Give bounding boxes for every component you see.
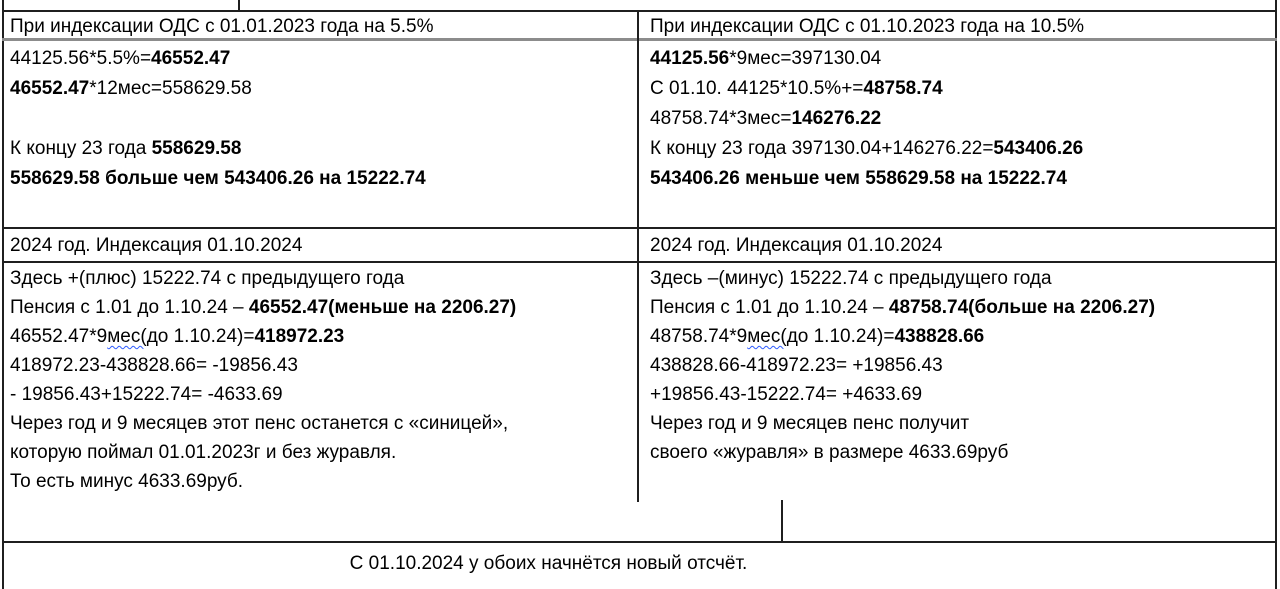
text-segment: до 1.10.24)=: [786, 326, 895, 347]
text-line: +19856.43-15222.74= +4633.69: [650, 380, 1272, 409]
text-line: 46552.47*12мес=558629.58: [10, 74, 632, 104]
text-segment: Пенсия с 1.01 до 1.10.24 –: [650, 297, 889, 318]
bold-text-segment: 543406.26: [993, 138, 1084, 159]
year-2024-cell-right: 2024 год. Индексация 01.10.2024: [650, 235, 943, 256]
text-line: - 19856.43+15222.74= -4633.69: [10, 380, 632, 409]
text-segment: К концу 23 года: [10, 138, 152, 159]
text-segment: +19856.43-15222.74= +4633.69: [650, 384, 923, 405]
bold-text-segment: 46552.47: [10, 78, 90, 99]
text-segment: 438828.66-418972.23= +19856.43: [650, 355, 943, 376]
table-border-row1-bottom: [2, 227, 1277, 229]
table-border-top: [2, 10, 1277, 12]
bold-text-segment: 558629.58: [151, 138, 242, 159]
text-segment: Пенсия с 1.01 до 1.10.24 –: [10, 297, 249, 318]
text-segment: *9мес=397130.04: [729, 48, 882, 69]
year-2024-cell-left: 2024 год. Индексация 01.10.2024: [10, 235, 303, 256]
bold-text-segment: 44125.56: [650, 48, 730, 69]
spellcheck-underlined-segment: мес(: [107, 326, 147, 347]
header-cell-left: При индексации ОДС с 01.01.2023 года на …: [10, 16, 434, 37]
bold-text-segment: 48758.74(больше на 2206.27): [888, 297, 1156, 318]
text-segment: Здесь –(минус) 15222.74 с предыдущего го…: [650, 268, 1052, 289]
text-line: 558629.58 больше чем 543406.26 на 15222.…: [10, 164, 632, 194]
bold-text-segment: 146276.22: [791, 108, 882, 129]
text-line: К концу 23 года 558629.58: [10, 134, 632, 164]
bold-text-segment: 46552.47: [151, 48, 231, 69]
calc-2023-cell-right: 44125.56*9мес=397130.04 С 01.10. 44125*10…: [650, 44, 1272, 194]
text-line: Через год и 9 месяцев этот пенс останетс…: [10, 409, 632, 438]
text-segment: Здесь +(плюс) 15222.74 с предыдущего год…: [10, 268, 405, 289]
text-segment: 418972.23-438828.66= -19856.43: [10, 355, 298, 376]
text-segment: Через год и 9 месяцев этот пенс останетс…: [10, 413, 509, 434]
bold-text-segment: 418972.23: [254, 326, 345, 347]
text-line: [10, 104, 632, 134]
footer-cell: С 01.10.2024 у обоих начнётся новый отсч…: [349, 553, 748, 574]
text-segment: 48758.74*9: [650, 326, 748, 347]
text-line: которую поймал 01.01.2023г и без журавля…: [10, 438, 632, 467]
text-segment: 46552.47*9: [10, 326, 108, 347]
text-line: 438828.66-418972.23= +19856.43: [650, 351, 1272, 380]
text-segment: Через год и 9 месяцев пенс получит: [650, 413, 970, 434]
header-cell-right: При индексации ОДС с 01.10.2023 года на …: [650, 16, 1085, 37]
bold-text-segment: 438828.66: [894, 326, 985, 347]
text-line: 543406.26 меньше чем 558629.58 на 15222.…: [650, 164, 1272, 194]
text-line: Через год и 9 месяцев пенс получит: [650, 409, 1272, 438]
text-segment: То есть минус 4633.69руб.: [10, 471, 244, 492]
table-column-divider: [637, 10, 639, 502]
text-line: 46552.47*9мес(до 1.10.24)=418972.23: [10, 322, 632, 351]
text-line: Пенсия с 1.01 до 1.10.24 – 48758.74(боль…: [650, 293, 1272, 322]
text-segment: 44125.56*5.5%=: [10, 48, 152, 69]
text-line: К концу 23 года 397130.04+146276.22=5434…: [650, 134, 1272, 164]
bold-text-segment: 46552.47(меньше на 2206.27): [248, 297, 517, 318]
text-segment: *12мес=558629.58: [89, 78, 252, 99]
table-border-row3-bottom: [2, 541, 1277, 543]
text-segment: - 19856.43+15222.74= -4633.69: [10, 384, 283, 405]
table-border-top-row-stub: [238, 0, 240, 12]
table-header-separator: [2, 38, 1277, 41]
text-line: Здесь –(минус) 15222.74 с предыдущего го…: [650, 264, 1272, 293]
calc-2024-cell-right: Здесь –(минус) 15222.74 с предыдущего го…: [650, 264, 1272, 467]
text-line: Здесь +(плюс) 15222.74 с предыдущего год…: [10, 264, 632, 293]
text-line: своего «журавля» в размере 4633.69руб: [650, 438, 1272, 467]
text-line: Пенсия с 1.01 до 1.10.24 – 46552.47(мень…: [10, 293, 632, 322]
text-segment: которую поймал 01.01.2023г и без журавля…: [10, 442, 397, 463]
bold-text-segment: 558629.58 больше чем 543406.26 на 15222.…: [10, 168, 426, 189]
text-segment: 48758.74*3мес=: [650, 108, 792, 129]
spellcheck-underlined-segment: мес(: [747, 326, 787, 347]
text-line: 418972.23-438828.66= -19856.43: [10, 351, 632, 380]
table-border-row2-bottom: [2, 261, 1277, 263]
table-border-left: [2, 0, 4, 589]
table-bottom-row-stub: [781, 500, 783, 543]
calc-2023-cell-left: 44125.56*5.5%=46552.47 46552.47*12мес=558…: [10, 44, 632, 194]
text-line: То есть минус 4633.69руб.: [10, 467, 632, 496]
calc-2024-cell-left: Здесь +(плюс) 15222.74 с предыдущего год…: [10, 264, 632, 496]
text-segment: К концу 23 года 397130.04+146276.22=: [650, 138, 994, 159]
text-line: 48758.74*3мес=146276.22: [650, 104, 1272, 134]
bold-text-segment: 48758.74: [863, 78, 943, 99]
bold-text-segment: 543406.26 меньше чем 558629.58 на 15222.…: [650, 168, 1067, 189]
text-line: 44125.56*9мес=397130.04: [650, 44, 1272, 74]
text-line: С 01.10. 44125*10.5%+=48758.74: [650, 74, 1272, 104]
text-segment: до 1.10.24)=: [146, 326, 255, 347]
text-segment: своего «журавля» в размере 4633.69руб: [650, 442, 1009, 463]
table-border-right: [1275, 0, 1277, 589]
text-segment: С 01.10. 44125*10.5%+=: [650, 78, 864, 99]
text-line: 48758.74*9мес(до 1.10.24)=438828.66: [650, 322, 1272, 351]
text-line: 44125.56*5.5%=46552.47: [10, 44, 632, 74]
